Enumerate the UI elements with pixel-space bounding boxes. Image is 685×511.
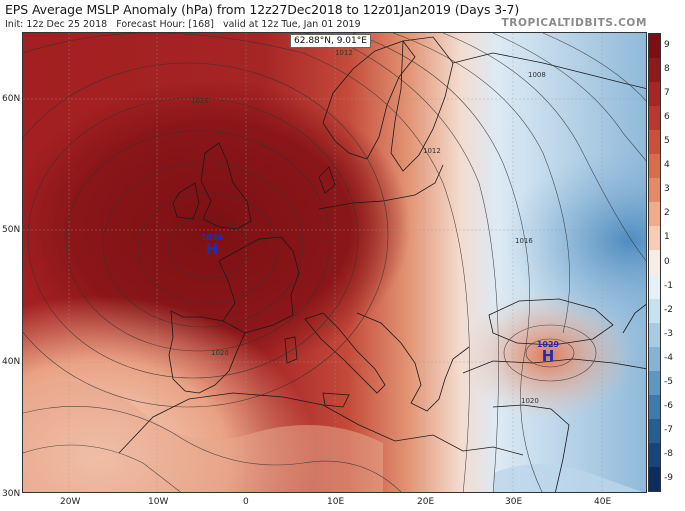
valid-time: valid at 12z Tue, Jan 01 2019 [222,19,361,30]
high-pressure-value: 1034 [200,233,224,242]
colorbar-label: 2 [664,208,670,219]
colorbar-segment [649,82,660,107]
colorbar-segment [649,442,660,468]
isobar-labels: 1020 1012 1008 1016 1020 1020 1012 [191,49,546,405]
colorbar-label: -4 [664,352,673,363]
lat-label: 30N [2,489,21,499]
anomaly-map[interactable]: 1020 1012 1008 1016 1020 1020 1012 1034 … [22,32,647,493]
isobar-label: 1008 [528,71,546,79]
lon-label: 10W [148,497,169,507]
lon-label: 0 [243,497,249,507]
map-title: EPS Average MSLP Anomaly (hPa) from 12z2… [5,2,520,17]
colorbar-label: -2 [664,304,673,315]
anomaly-colorbar [648,33,661,492]
colorbar-label: -8 [664,448,673,459]
colorbar-segment [649,274,660,300]
isobar-label: 1020 [211,349,229,357]
colorbar-label: 5 [664,136,670,147]
colorbar-label: 4 [664,160,670,171]
colorbar-segment [649,202,660,227]
graticule [23,33,646,492]
isobar-label: 1012 [335,49,353,57]
lon-label: 20W [60,497,81,507]
colorbar-segment [649,346,660,372]
colorbar-label: 1 [664,232,670,243]
map-subtitle: Init: 12z Dec 25 2018 Forecast Hour: [16… [5,19,367,30]
colorbar-segment [649,178,660,203]
isobar-label: 1020 [191,97,209,105]
lat-label: 40N [2,357,21,367]
high-pressure-symbol: H [541,347,555,365]
colorbar-label: 3 [664,184,670,195]
lon-label: 30E [505,497,523,507]
colorbar-segment [649,106,660,131]
colorbar-segment [649,130,660,155]
colorbar-label: 9 [664,40,670,51]
coastlines [118,36,646,492]
isobar-label: 1020 [521,397,539,405]
colorbar-segment [649,322,660,348]
colorbar-segment [649,250,660,276]
colorbar-label: 0 [664,256,670,267]
high-pressure-symbol: H [205,240,219,258]
colorbar-segment [649,58,660,83]
colorbar-segment [649,466,660,492]
high-pressure-marker: 1034 H [195,233,229,257]
colorbar-label: -1 [664,280,673,291]
lon-label: 20E [417,497,435,507]
high-pressure-marker: 1029 H [531,340,565,364]
brand-watermark: TROPICALTIDBITS.COM [501,17,647,29]
colorbar-segment [649,394,660,420]
colorbar-segment [649,418,660,444]
isobar-label: 1012 [423,147,441,155]
colorbar-label: 6 [664,112,670,123]
colorbar-label: -7 [664,424,673,435]
forecast-hour: Forecast Hour: [168] [116,19,214,30]
lat-label: 50N [2,225,21,235]
colorbar-segment [649,298,660,324]
colorbar-label: -9 [664,472,673,483]
colorbar-segment [649,370,660,396]
colorbar-segment [649,34,660,59]
isobars [23,33,646,492]
init-time: Init: 12z Dec 25 2018 [5,19,108,30]
colorbar-segment [649,226,660,251]
cursor-coordinate-readout: 62.88°N, 9.01°E [290,34,371,48]
colorbar-label: 8 [664,64,670,75]
colorbar-label: -5 [664,376,673,387]
map-canvas: 1020 1012 1008 1016 1020 1020 1012 [23,33,646,492]
isobar-label: 1016 [515,237,533,245]
colorbar-label: -3 [664,328,673,339]
lon-label: 10E [327,497,345,507]
colorbar-segment [649,154,660,179]
high-pressure-value: 1029 [536,340,560,349]
colorbar-label: 7 [664,88,670,99]
lat-label: 60N [2,94,21,104]
lon-label: 40E [594,497,612,507]
colorbar-label: -6 [664,400,673,411]
